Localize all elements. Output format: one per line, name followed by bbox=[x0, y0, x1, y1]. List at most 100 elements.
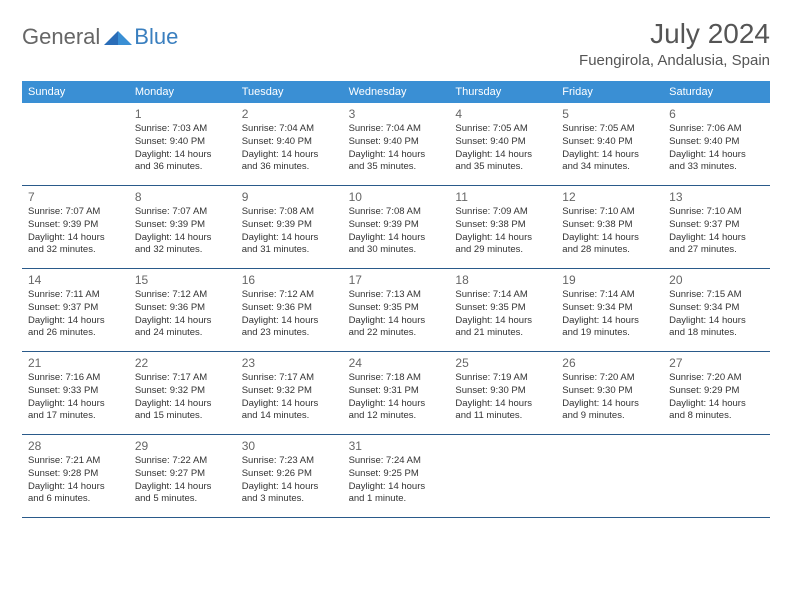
sunset-line: Sunset: 9:33 PM bbox=[28, 385, 123, 398]
daylight-line: Daylight: 14 hours and 32 minutes. bbox=[135, 232, 230, 258]
day-info: Sunrise: 7:07 AMSunset: 9:39 PMDaylight:… bbox=[28, 206, 123, 257]
sunrise-line: Sunrise: 7:12 AM bbox=[135, 289, 230, 302]
daylight-line: Daylight: 14 hours and 31 minutes. bbox=[242, 232, 337, 258]
day-number: 20 bbox=[669, 273, 764, 287]
weekday-header-cell: Thursday bbox=[449, 81, 556, 103]
calendar-empty-cell bbox=[449, 435, 556, 517]
daylight-line: Daylight: 14 hours and 23 minutes. bbox=[242, 315, 337, 341]
logo: General Blue bbox=[22, 18, 178, 50]
calendar-day-cell: 1Sunrise: 7:03 AMSunset: 9:40 PMDaylight… bbox=[129, 103, 236, 185]
calendar-body: 1Sunrise: 7:03 AMSunset: 9:40 PMDaylight… bbox=[22, 103, 770, 518]
daylight-line: Daylight: 14 hours and 8 minutes. bbox=[669, 398, 764, 424]
day-info: Sunrise: 7:17 AMSunset: 9:32 PMDaylight:… bbox=[135, 372, 230, 423]
weekday-header-cell: Sunday bbox=[22, 81, 129, 103]
day-info: Sunrise: 7:21 AMSunset: 9:28 PMDaylight:… bbox=[28, 455, 123, 506]
day-number: 5 bbox=[562, 107, 657, 121]
daylight-line: Daylight: 14 hours and 30 minutes. bbox=[349, 232, 444, 258]
day-number: 4 bbox=[455, 107, 550, 121]
sunrise-line: Sunrise: 7:08 AM bbox=[242, 206, 337, 219]
daylight-line: Daylight: 14 hours and 33 minutes. bbox=[669, 149, 764, 175]
sunrise-line: Sunrise: 7:13 AM bbox=[349, 289, 444, 302]
sunset-line: Sunset: 9:40 PM bbox=[135, 136, 230, 149]
sunrise-line: Sunrise: 7:15 AM bbox=[669, 289, 764, 302]
sunset-line: Sunset: 9:26 PM bbox=[242, 468, 337, 481]
day-number: 13 bbox=[669, 190, 764, 204]
daylight-line: Daylight: 14 hours and 5 minutes. bbox=[135, 481, 230, 507]
daylight-line: Daylight: 14 hours and 34 minutes. bbox=[562, 149, 657, 175]
sunset-line: Sunset: 9:39 PM bbox=[242, 219, 337, 232]
sunrise-line: Sunrise: 7:20 AM bbox=[562, 372, 657, 385]
sunrise-line: Sunrise: 7:21 AM bbox=[28, 455, 123, 468]
daylight-line: Daylight: 14 hours and 3 minutes. bbox=[242, 481, 337, 507]
calendar-day-cell: 24Sunrise: 7:18 AMSunset: 9:31 PMDayligh… bbox=[343, 352, 450, 434]
sunset-line: Sunset: 9:40 PM bbox=[669, 136, 764, 149]
calendar-week-row: 21Sunrise: 7:16 AMSunset: 9:33 PMDayligh… bbox=[22, 352, 770, 435]
day-info: Sunrise: 7:06 AMSunset: 9:40 PMDaylight:… bbox=[669, 123, 764, 174]
day-number: 23 bbox=[242, 356, 337, 370]
daylight-line: Daylight: 14 hours and 24 minutes. bbox=[135, 315, 230, 341]
sunrise-line: Sunrise: 7:08 AM bbox=[349, 206, 444, 219]
day-number: 6 bbox=[669, 107, 764, 121]
calendar-day-cell: 25Sunrise: 7:19 AMSunset: 9:30 PMDayligh… bbox=[449, 352, 556, 434]
day-number: 8 bbox=[135, 190, 230, 204]
sunset-line: Sunset: 9:35 PM bbox=[455, 302, 550, 315]
day-info: Sunrise: 7:12 AMSunset: 9:36 PMDaylight:… bbox=[242, 289, 337, 340]
sunset-line: Sunset: 9:38 PM bbox=[562, 219, 657, 232]
day-info: Sunrise: 7:12 AMSunset: 9:36 PMDaylight:… bbox=[135, 289, 230, 340]
day-number: 22 bbox=[135, 356, 230, 370]
day-number: 11 bbox=[455, 190, 550, 204]
weekday-header-cell: Saturday bbox=[663, 81, 770, 103]
sunrise-line: Sunrise: 7:16 AM bbox=[28, 372, 123, 385]
calendar-day-cell: 6 Sunrise: 7:06 AMSunset: 9:40 PMDaylight… bbox=[663, 103, 770, 185]
day-number: 15 bbox=[135, 273, 230, 287]
calendar-day-cell: 12Sunrise: 7:10 AMSunset: 9:38 PMDayligh… bbox=[556, 186, 663, 268]
day-number: 31 bbox=[349, 439, 444, 453]
day-info: Sunrise: 7:08 AMSunset: 9:39 PMDaylight:… bbox=[242, 206, 337, 257]
sunrise-line: Sunrise: 7:23 AM bbox=[242, 455, 337, 468]
daylight-line: Daylight: 14 hours and 15 minutes. bbox=[135, 398, 230, 424]
daylight-line: Daylight: 14 hours and 26 minutes. bbox=[28, 315, 123, 341]
weekday-header-cell: Tuesday bbox=[236, 81, 343, 103]
day-info: Sunrise: 7:11 AMSunset: 9:37 PMDaylight:… bbox=[28, 289, 123, 340]
day-number: 29 bbox=[135, 439, 230, 453]
sunrise-line: Sunrise: 7:10 AM bbox=[669, 206, 764, 219]
daylight-line: Daylight: 14 hours and 29 minutes. bbox=[455, 232, 550, 258]
sunset-line: Sunset: 9:38 PM bbox=[455, 219, 550, 232]
daylight-line: Daylight: 14 hours and 14 minutes. bbox=[242, 398, 337, 424]
day-info: Sunrise: 7:17 AMSunset: 9:32 PMDaylight:… bbox=[242, 372, 337, 423]
sunset-line: Sunset: 9:35 PM bbox=[349, 302, 444, 315]
calendar-day-cell: 20 Sunrise: 7:15 AMSunset: 9:34 PMDayligh… bbox=[663, 269, 770, 351]
calendar-day-cell: 5Sunrise: 7:05 AMSunset: 9:40 PMDaylight… bbox=[556, 103, 663, 185]
daylight-line: Daylight: 14 hours and 18 minutes. bbox=[669, 315, 764, 341]
daylight-line: Daylight: 14 hours and 1 minute. bbox=[349, 481, 444, 507]
calendar-day-cell: 13Sunrise: 7:10 AMSunset: 9:37 PMDayligh… bbox=[663, 186, 770, 268]
title-block: July 2024 Fuengirola, Andalusia, Spain bbox=[579, 18, 770, 69]
day-info: Sunrise: 7:10 AMSunset: 9:38 PMDaylight:… bbox=[562, 206, 657, 257]
calendar-day-cell: 9Sunrise: 7:08 AMSunset: 9:39 PMDaylight… bbox=[236, 186, 343, 268]
sunset-line: Sunset: 9:34 PM bbox=[669, 302, 764, 315]
day-info: Sunrise: 7:14 AMSunset: 9:34 PMDaylight:… bbox=[562, 289, 657, 340]
location-text: Fuengirola, Andalusia, Spain bbox=[579, 52, 770, 69]
calendar-day-cell: 2Sunrise: 7:04 AMSunset: 9:40 PMDaylight… bbox=[236, 103, 343, 185]
calendar-day-cell: 28 Sunrise: 7:21 AMSunset: 9:28 PMDayligh… bbox=[22, 435, 129, 517]
sunset-line: Sunset: 9:34 PM bbox=[562, 302, 657, 315]
day-number: 28 bbox=[28, 439, 123, 453]
day-info: Sunrise: 7:20 AMSunset: 9:29 PMDaylight:… bbox=[669, 372, 764, 423]
sunrise-line: Sunrise: 7:10 AM bbox=[562, 206, 657, 219]
day-info: Sunrise: 7:08 AMSunset: 9:39 PMDaylight:… bbox=[349, 206, 444, 257]
sunrise-line: Sunrise: 7:14 AM bbox=[562, 289, 657, 302]
sunrise-line: Sunrise: 7:12 AM bbox=[242, 289, 337, 302]
day-number: 19 bbox=[562, 273, 657, 287]
sunset-line: Sunset: 9:40 PM bbox=[349, 136, 444, 149]
sunset-line: Sunset: 9:40 PM bbox=[562, 136, 657, 149]
sunset-line: Sunset: 9:37 PM bbox=[28, 302, 123, 315]
weekday-header-cell: Friday bbox=[556, 81, 663, 103]
logo-text-general: General bbox=[22, 24, 100, 50]
calendar-empty-cell bbox=[663, 435, 770, 517]
daylight-line: Daylight: 14 hours and 28 minutes. bbox=[562, 232, 657, 258]
daylight-line: Daylight: 14 hours and 36 minutes. bbox=[135, 149, 230, 175]
sunrise-line: Sunrise: 7:22 AM bbox=[135, 455, 230, 468]
day-info: Sunrise: 7:18 AMSunset: 9:31 PMDaylight:… bbox=[349, 372, 444, 423]
day-info: Sunrise: 7:04 AMSunset: 9:40 PMDaylight:… bbox=[349, 123, 444, 174]
calendar-day-cell: 10Sunrise: 7:08 AMSunset: 9:39 PMDayligh… bbox=[343, 186, 450, 268]
